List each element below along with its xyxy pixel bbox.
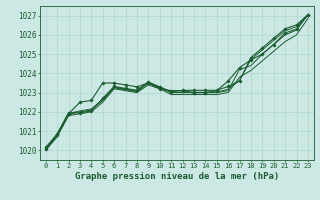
X-axis label: Graphe pression niveau de la mer (hPa): Graphe pression niveau de la mer (hPa)	[75, 172, 279, 181]
